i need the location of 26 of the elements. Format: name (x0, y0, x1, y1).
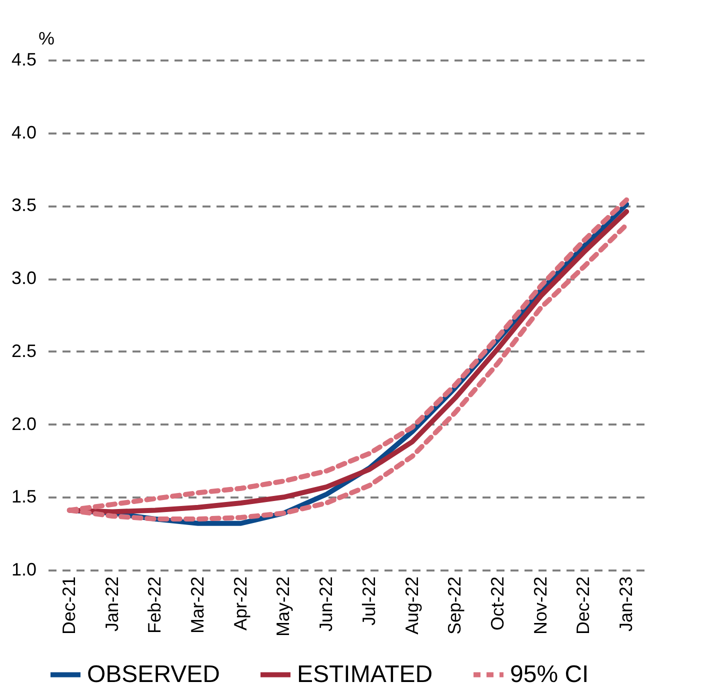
x-tick-label: Feb-22 (144, 576, 165, 634)
x-tick-label: Oct-22 (488, 576, 508, 631)
x-tick-label: Mar-22 (188, 576, 208, 634)
y-tick-label: 3.5 (11, 195, 36, 216)
x-tick-label: Apr-22 (230, 576, 250, 631)
y-tick-label: 2.0 (11, 414, 36, 434)
y-tick-label: 1.0 (11, 560, 36, 580)
legend-label: 95% CI (510, 660, 589, 688)
x-tick-label: Nov-22 (530, 576, 550, 635)
y-axis-title: % (38, 28, 55, 48)
legend-label: ESTIMATED (297, 660, 433, 688)
x-tick-label: Jul-22 (358, 576, 379, 626)
x-tick-label: Dec-22 (573, 576, 594, 635)
legend-label: OBSERVED (87, 660, 220, 688)
x-tick-label: Sep-22 (444, 576, 465, 635)
x-tick-label: Dec-21 (58, 576, 79, 635)
x-tick-label: Jan-22 (102, 576, 122, 632)
y-tick-label: 2.5 (11, 340, 36, 361)
x-tick-label: May-22 (273, 576, 294, 637)
y-tick-label: 1.5 (11, 486, 36, 507)
y-tick-label: 4.5 (11, 50, 36, 70)
x-tick-label: Jan-23 (616, 576, 636, 632)
y-tick-label: 4.0 (11, 122, 36, 142)
x-tick-label: Jun-22 (316, 576, 336, 632)
x-tick-label: Aug-22 (402, 576, 422, 635)
y-tick-label: 3.0 (11, 268, 36, 288)
